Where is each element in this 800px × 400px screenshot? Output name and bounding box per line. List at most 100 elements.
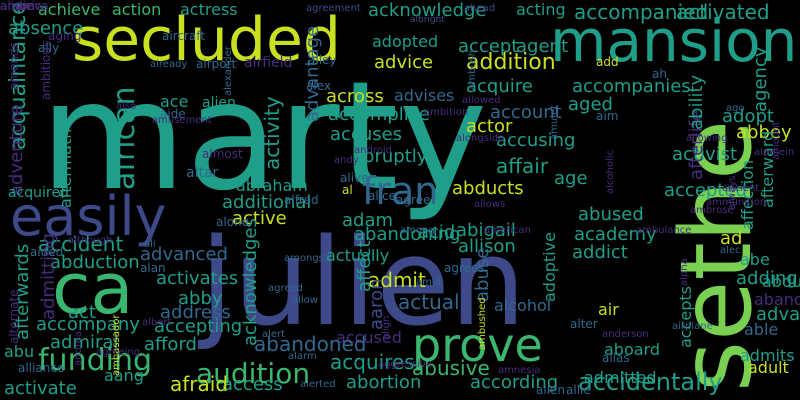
word: actor [466,116,513,137]
word: accusing [496,130,576,151]
word: alien [202,95,236,111]
word: alex [306,79,331,93]
word: marty [40,50,488,224]
word: agreed [268,283,304,294]
word: allowing [686,133,728,144]
word: acquire [466,76,533,97]
word: activist [672,144,738,165]
word: affair [496,154,549,178]
word: accident [38,232,124,256]
word: amnesia [498,365,541,376]
word: ace [160,92,189,111]
word: funding [38,343,153,378]
word: advance [756,304,800,325]
word: adopted [372,32,439,51]
word: adding [736,268,798,289]
word: aide [160,107,186,121]
word: ambulance [636,225,692,236]
word: according [470,372,559,393]
word: abandoning [354,224,461,245]
word: aggressive [378,359,433,370]
word: agreeing [96,347,141,358]
word: alison [0,0,36,13]
word: alley [308,53,337,67]
word: agency [750,46,771,113]
word: although [68,235,113,246]
word: abu [4,342,35,361]
word: admit [368,268,426,292]
word: aircraft [162,29,205,43]
word: amusement [152,115,212,126]
word: alexander [223,46,234,96]
word: ammunition [706,197,767,208]
word: prove [412,318,543,372]
word: android [354,145,392,156]
word: airplane [672,321,713,332]
word: amy [0,0,27,13]
word: ambassador [111,314,122,376]
word: aging [48,29,82,43]
word: accepted [664,180,747,201]
word: julien [200,214,526,353]
word: andie [0,0,34,13]
word: accompanied [574,0,709,24]
word: afraid [170,372,229,396]
word: ancient [722,183,760,194]
word: america [0,0,49,13]
word: albright [410,15,445,25]
word: accepting [154,316,243,337]
word: align [381,315,392,340]
word: alfred [284,193,319,207]
word: allison [458,236,516,257]
word: adult [748,358,789,377]
word: accidentally [578,368,723,396]
word: achieve [38,0,101,19]
word: activity [260,96,284,170]
word: advice [374,52,434,73]
word: abortion [346,372,422,393]
word: able [744,320,779,339]
word: alice [368,189,397,203]
word: abusive [412,356,490,380]
word: ago [726,103,745,114]
word: abandon [754,290,800,309]
word: amid [416,277,441,288]
word: admiral [50,332,119,353]
word: mansion [550,7,798,75]
word: alpha [679,258,690,286]
word: acknowledges [240,218,261,346]
word: abducts [452,178,524,199]
word: add [596,55,619,69]
word: addition [466,50,556,75]
word: ambushed [477,297,488,350]
word: almost [202,147,243,161]
word: actress [180,0,238,19]
word: alec [720,245,741,256]
word: fran [362,169,439,213]
word: american [484,225,531,236]
word: ca [52,248,134,330]
word: actually [326,246,390,265]
word: airport [196,57,237,71]
word: aboard [604,340,661,359]
word: abruptly [352,146,428,167]
word: abduction [50,252,140,273]
word: active [232,208,287,229]
word: ahead [464,3,496,14]
word: adventure [6,103,27,196]
word: adam [342,210,394,231]
word: accuses [330,124,403,145]
word: addict [572,242,628,263]
word: ambition [424,107,469,118]
word: agent [516,36,568,57]
word: abducted [762,272,800,291]
word: alarm [288,351,317,362]
word: ambush [467,49,478,90]
word: abraham [236,176,308,195]
word: allie [566,383,591,397]
word: account [490,102,562,123]
word: advantage [302,25,323,122]
word: alias [602,351,630,365]
word: additional [222,192,312,213]
